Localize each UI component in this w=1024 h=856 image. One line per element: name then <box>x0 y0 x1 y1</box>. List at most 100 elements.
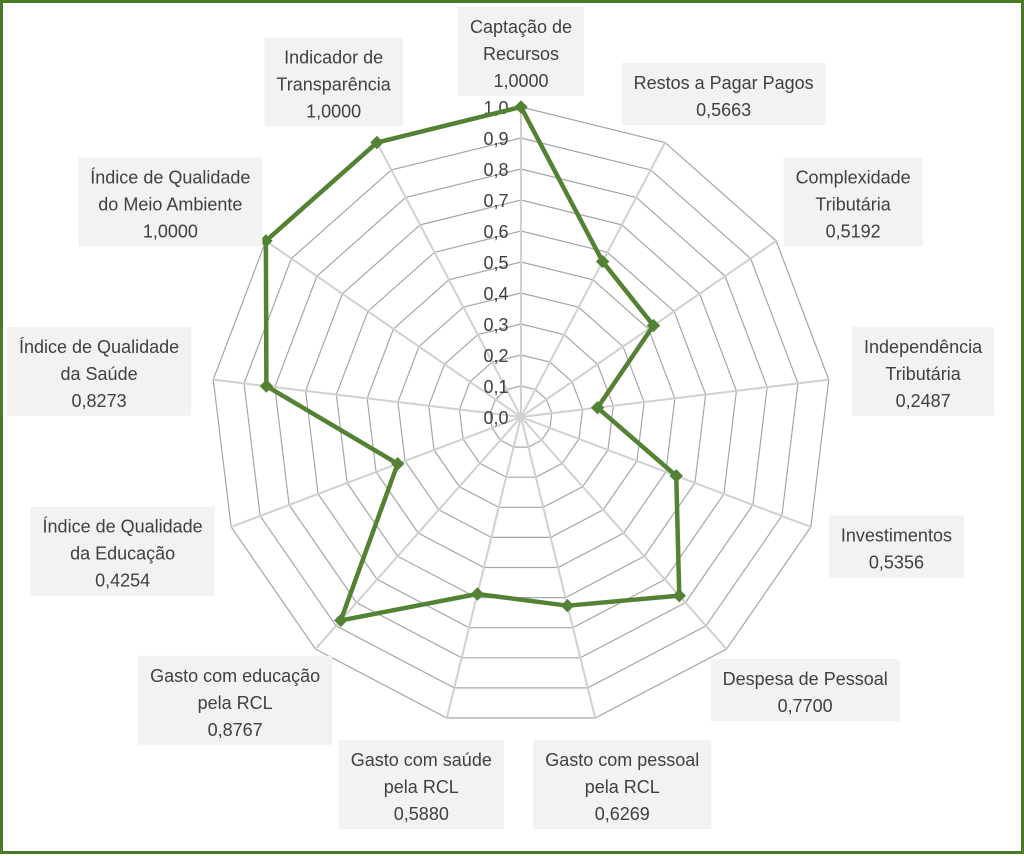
category-name: pela RCL <box>198 693 273 713</box>
label-box <box>457 7 585 96</box>
category-labels: Captação de Recursos 1,0000 Restos a Pagar … <box>7 7 995 830</box>
grid-ring-1 <box>489 385 553 448</box>
r-tick-label: 0,9 <box>483 129 508 149</box>
category-label-11: Índice de Qualidade do Meio Ambiente 1,000… <box>78 157 263 247</box>
label-box <box>828 515 964 578</box>
r-tick-label: 0,7 <box>483 191 508 211</box>
category-label-4: Investimentos 0,5356 <box>828 515 964 578</box>
category-label-0: Captação de Recursos 1,0000 <box>457 7 585 96</box>
label-box <box>338 740 504 830</box>
data-point-9 <box>390 457 405 471</box>
value-label: 0,5880 <box>394 804 449 824</box>
data-point-6 <box>560 598 575 613</box>
category-name: Índice de Qualidade <box>90 167 250 187</box>
spoke-3 <box>520 378 829 418</box>
category-label-7: Gasto com saúde pela RCL 0,5880 <box>338 740 504 830</box>
category-name: Tributária <box>885 364 961 384</box>
label-box <box>264 37 403 127</box>
value-label: 0,5663 <box>696 100 751 120</box>
grid-ring-9 <box>243 137 799 689</box>
spoke-12 <box>376 142 522 418</box>
radar-spokes <box>213 107 829 719</box>
category-name: Gasto com educação <box>150 666 320 686</box>
label-box <box>710 659 900 722</box>
category-name: Independência <box>864 337 983 357</box>
category-name: Gasto com saúde <box>351 750 492 770</box>
value-label: 0,8767 <box>208 720 263 740</box>
data-point-3 <box>590 400 605 415</box>
label-box <box>138 655 333 745</box>
value-label: 1,0000 <box>306 101 361 121</box>
value-label: 0,4254 <box>95 571 150 591</box>
data-point-5 <box>672 588 686 603</box>
r-tick-label: 0,8 <box>483 160 508 180</box>
category-name: da Saúde <box>61 364 138 384</box>
spoke-8 <box>314 416 522 650</box>
category-name: Investimentos <box>841 525 952 545</box>
category-label-8: Gasto com educação pela RCL 0,8767 <box>138 655 333 745</box>
label-box <box>30 506 215 596</box>
category-name: Índice de Qualidade <box>43 517 203 537</box>
r-tick-label: 0,3 <box>483 315 508 335</box>
label-box <box>78 157 263 247</box>
category-name: Restos a Pagar Pagos <box>634 73 814 93</box>
spoke-5 <box>520 416 728 650</box>
spoke-7 <box>445 416 522 719</box>
data-point-0 <box>514 100 528 114</box>
category-name: Recursos <box>483 44 559 64</box>
category-name: Captação de <box>470 17 572 37</box>
data-point-8 <box>334 613 348 628</box>
grid-ring-4 <box>397 292 645 538</box>
data-point-4 <box>669 469 683 483</box>
category-name: Despesa de Pessoal <box>723 669 888 689</box>
value-label: 0,8273 <box>72 391 127 411</box>
label-box <box>852 326 995 416</box>
label-box <box>7 326 192 416</box>
category-name: Índice de Qualidade <box>19 337 179 357</box>
r-tick-label: 0,2 <box>483 346 508 366</box>
spoke-9 <box>230 416 522 528</box>
data-point-2 <box>646 318 661 333</box>
category-name: do Meio Ambiente <box>98 194 242 214</box>
category-name: pela RCL <box>384 777 459 797</box>
category-label-3: Independência Tributária 0,2487 <box>852 326 995 416</box>
value-label: 1,0000 <box>143 221 198 241</box>
category-label-1: Restos a Pagar Pagos 0,5663 <box>621 62 826 125</box>
series-line <box>263 104 682 623</box>
value-label: 0,2487 <box>896 391 951 411</box>
grid-ring-7 <box>304 199 738 629</box>
category-name: da Educação <box>70 544 175 564</box>
spoke-6 <box>520 416 597 719</box>
data-point-12 <box>370 135 384 150</box>
radar-chart: 0,00,10,20,30,40,50,60,70,80,91,0 Captaç… <box>7 7 995 830</box>
label-box <box>783 157 923 247</box>
data-point-10 <box>259 379 274 393</box>
category-label-10: Índice de Qualidade da Saúde 0,8273 <box>7 326 192 416</box>
r-tick-label: 0,6 <box>483 222 508 242</box>
label-box <box>621 62 826 125</box>
grid-ring-10 <box>212 106 830 719</box>
category-name: Gasto com pessoal <box>545 750 699 770</box>
spoke-4 <box>520 416 812 528</box>
radial-tick-labels: 0,00,10,20,30,40,50,60,70,80,91,0 <box>483 98 508 428</box>
r-tick-label: 0,5 <box>483 253 508 273</box>
spoke-1 <box>520 142 666 418</box>
grid-ring-8 <box>274 168 768 659</box>
category-name: Transparência <box>276 74 391 94</box>
category-name: Tributária <box>815 194 891 214</box>
data-series <box>259 100 686 628</box>
category-label-5: Despesa de Pessoal 0,7700 <box>710 659 900 722</box>
r-tick-label: 0,4 <box>483 284 508 304</box>
grid-ring-5 <box>366 261 676 569</box>
category-label-12: Indicador de Transparência 1,0000 <box>264 37 403 127</box>
value-label: 0,5356 <box>869 552 924 572</box>
category-label-6: Gasto com pessoal pela RCL 0,6269 <box>533 740 712 830</box>
r-tick-label: 0,1 <box>483 377 508 397</box>
data-point-7 <box>470 587 485 601</box>
value-label: 0,6269 <box>595 804 650 824</box>
value-label: 0,7700 <box>778 696 833 716</box>
category-name: Complexidade <box>796 167 911 187</box>
grid-ring-2 <box>458 354 584 478</box>
value-label: 0,5192 <box>826 221 881 241</box>
